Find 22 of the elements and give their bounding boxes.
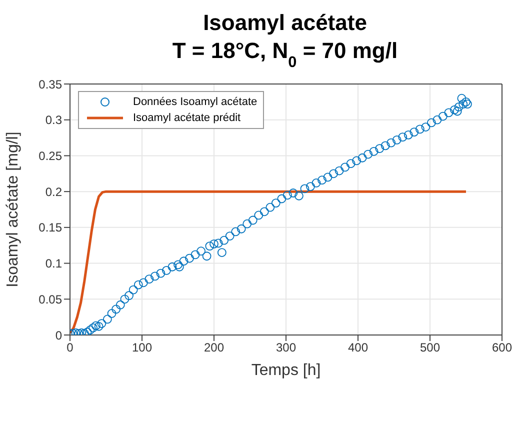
y-tick-label: 0 bbox=[55, 328, 62, 342]
chart-title: Isoamyl acétate bbox=[203, 10, 367, 35]
y-tick-label: 0.3 bbox=[45, 113, 62, 128]
x-tick-label: 600 bbox=[492, 340, 512, 355]
x-tick-label: 100 bbox=[132, 340, 152, 355]
x-tick-label: 400 bbox=[348, 340, 368, 355]
legend-label: Données Isoamyl acétate bbox=[133, 95, 258, 110]
legend-label: Isoamyl acétate prédit bbox=[133, 111, 241, 126]
x-tick-label: 300 bbox=[276, 340, 296, 355]
y-tick-label: 0.35 bbox=[38, 77, 62, 92]
y-tick-label: 0.2 bbox=[45, 184, 62, 199]
y-tick-label: 0.05 bbox=[38, 292, 62, 306]
x-tick-label: 0 bbox=[66, 340, 74, 355]
y-tick-label: 0.15 bbox=[38, 220, 62, 235]
x-axis-title: Temps [h] bbox=[251, 362, 321, 379]
x-tick-label: 200 bbox=[204, 340, 224, 355]
line-series bbox=[70, 190, 468, 334]
x-tick-label: 500 bbox=[420, 340, 440, 355]
y-tick-label: 0.25 bbox=[38, 148, 62, 163]
chart-subtitle: T = 18°C, N$_{0}$ = 70 mg/l bbox=[172, 38, 398, 70]
y-axis-title: Isoamyl acétate [mg/l] bbox=[4, 132, 22, 288]
y-tick-label: 0.1 bbox=[45, 256, 62, 271]
